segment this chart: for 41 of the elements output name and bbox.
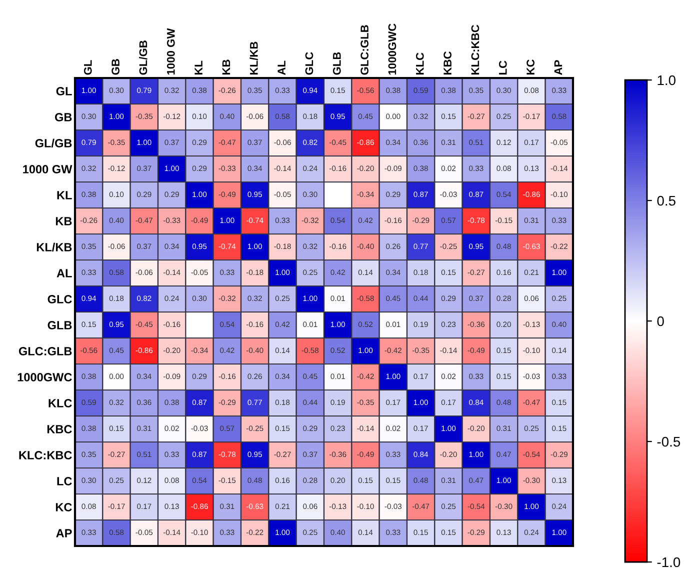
x-tick-label: KL/KB	[250, 42, 258, 74]
y-tick-label: GL/GB	[35, 138, 72, 148]
x-tick-label: LC	[498, 60, 507, 74]
y-tick-label: LC	[57, 477, 72, 486]
x-tick-label: 1000GWC	[388, 24, 396, 75]
y-tick-label: GL	[56, 87, 72, 96]
y-tick-label: KL/KB	[36, 242, 72, 252]
y-tick-label: AL	[56, 269, 72, 278]
y-tick-label: GLB	[48, 321, 72, 330]
y-tick-label: KBC	[47, 425, 72, 434]
x-tick-label: GLC:GLB	[360, 25, 368, 75]
y-tick-label: GLC	[48, 295, 72, 304]
x-tick-label: GL/GB	[138, 40, 148, 75]
x-tick-label: KL	[194, 60, 202, 74]
y-tick-label: GB	[55, 113, 72, 122]
y-tick-label: 1000 GW	[23, 165, 72, 174]
color-bar-label: -1.0	[657, 557, 680, 568]
x-tick-label: KB	[222, 60, 230, 74]
y-tick-label: 1000GWC	[18, 373, 72, 382]
color-bar-label: -0.5	[657, 436, 680, 447]
color-bar-label: 0	[657, 316, 664, 326]
x-tick-label: AL	[278, 60, 286, 75]
x-tick-label: GLC	[305, 52, 314, 75]
x-tick-label: GB	[112, 59, 120, 75]
y-tick-label: KLC:KBC	[19, 451, 72, 460]
x-tick-label: KBC	[444, 51, 452, 74]
x-tick-label: GL	[84, 60, 92, 75]
x-tick-label: GLB	[332, 52, 341, 75]
x-tick-label: KC	[526, 59, 534, 74]
color-bar-label: 1.0	[658, 75, 676, 86]
x-tick-label: KLC:KBC	[471, 24, 480, 74]
y-tick-label: KB	[56, 217, 72, 226]
y-tick-label: GLC:GLB	[18, 347, 72, 356]
x-tick-label: AP	[554, 60, 562, 75]
x-tick-label: KLC	[416, 52, 424, 74]
y-tick-label: KLC	[48, 399, 72, 408]
y-tick-label: KC	[56, 503, 72, 512]
x-tick-label: 1000 GW	[166, 28, 175, 75]
color-bar-label: 0.5	[657, 196, 676, 206]
y-tick-label: AP	[56, 529, 72, 538]
y-tick-label: KL	[57, 191, 72, 200]
